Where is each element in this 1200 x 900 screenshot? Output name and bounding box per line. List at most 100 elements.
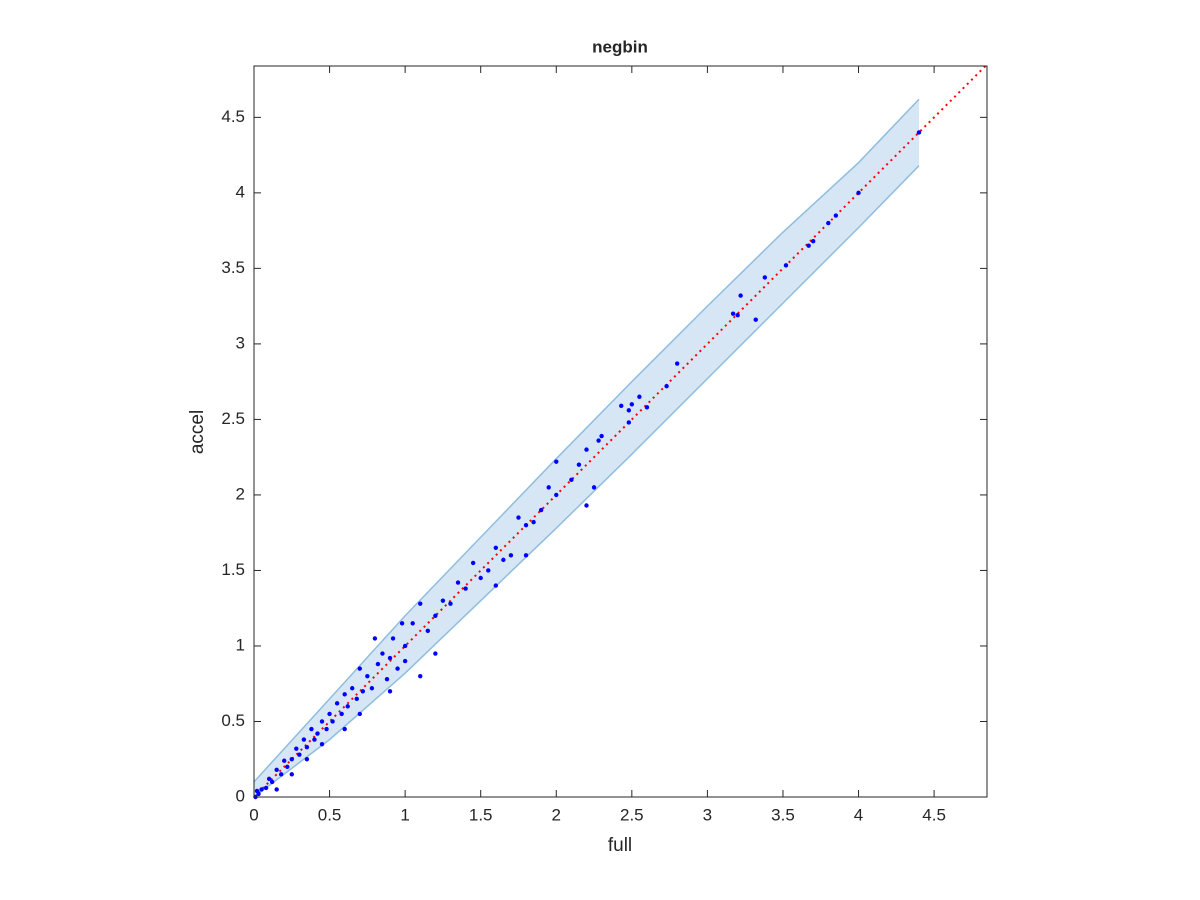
point — [360, 689, 366, 694]
point — [753, 317, 758, 322]
point — [826, 220, 831, 226]
point — [387, 655, 393, 661]
point — [304, 744, 310, 750]
point — [523, 553, 529, 558]
point — [297, 752, 302, 757]
point — [369, 686, 375, 691]
point — [357, 711, 362, 717]
y-tick-label: 2 — [236, 484, 245, 503]
point — [334, 701, 340, 706]
point — [584, 447, 589, 452]
point — [735, 313, 740, 318]
point — [569, 477, 574, 483]
point — [399, 621, 405, 626]
x-axis-label: full — [608, 835, 632, 856]
x-tick-label: 4 — [854, 805, 863, 824]
point — [596, 438, 601, 443]
point — [418, 601, 423, 606]
point — [330, 719, 335, 724]
point — [762, 275, 768, 280]
point — [365, 673, 370, 679]
y-tick-label: 0.5 — [221, 711, 245, 730]
point — [664, 383, 669, 389]
x-tick-label: 2.5 — [620, 805, 644, 824]
point — [738, 293, 743, 298]
point — [554, 492, 559, 498]
point — [626, 408, 632, 413]
y-tick-label: 1.5 — [221, 560, 245, 579]
plot-frame — [253, 65, 988, 798]
point — [440, 598, 446, 603]
point — [301, 737, 307, 742]
point — [730, 311, 736, 316]
point — [319, 741, 325, 747]
y-axis-label: accel — [187, 410, 208, 454]
point — [523, 522, 529, 528]
y-tick-label: 3.5 — [221, 258, 245, 277]
point — [810, 238, 816, 244]
point — [418, 673, 423, 679]
point — [516, 515, 521, 520]
band-edge — [253, 165, 920, 798]
y-tick-label: 0 — [236, 786, 245, 805]
x-tick-label: 2 — [552, 805, 561, 824]
point — [319, 719, 325, 724]
point — [806, 243, 811, 248]
point — [357, 666, 362, 671]
point — [501, 557, 506, 563]
point — [309, 726, 314, 732]
point — [546, 485, 551, 490]
y-tick-label: 4 — [236, 182, 245, 201]
point — [833, 213, 839, 218]
point — [380, 651, 385, 656]
point — [342, 692, 347, 697]
x-tick-label: 3.5 — [771, 805, 795, 824]
point — [274, 787, 279, 792]
x-tick-label: 4.5 — [922, 805, 946, 824]
point — [493, 545, 499, 550]
point — [269, 779, 275, 785]
point — [315, 731, 320, 736]
point — [916, 130, 922, 135]
point — [410, 621, 415, 626]
y-tick-label: 3 — [236, 333, 245, 352]
point — [372, 636, 378, 641]
y-tick-label: 1 — [236, 635, 245, 654]
point — [576, 462, 582, 467]
point — [644, 405, 650, 410]
point — [626, 420, 632, 425]
point — [493, 583, 499, 588]
chart-title: negbin — [592, 37, 648, 56]
point — [339, 711, 344, 717]
point — [350, 686, 355, 691]
point — [554, 459, 559, 464]
point — [619, 403, 624, 409]
point — [448, 601, 453, 606]
point — [531, 519, 536, 525]
point — [289, 757, 294, 762]
point — [433, 651, 438, 656]
point — [282, 758, 287, 763]
point — [327, 711, 332, 717]
x-tick-label: 0 — [249, 805, 258, 824]
point — [637, 394, 642, 399]
point — [289, 772, 294, 777]
point — [470, 560, 476, 566]
point — [285, 764, 290, 769]
point — [674, 361, 680, 366]
point — [455, 580, 461, 585]
point — [345, 704, 350, 709]
point — [599, 433, 604, 439]
y-tick-label: 4.5 — [221, 107, 245, 126]
point — [433, 613, 438, 618]
point — [274, 767, 279, 773]
y-tick-label: 2.5 — [221, 409, 245, 428]
x-tick-label: 3 — [703, 805, 712, 824]
point — [312, 737, 317, 742]
point — [783, 263, 789, 268]
point — [508, 553, 514, 558]
point — [478, 575, 483, 581]
point — [486, 568, 491, 573]
point — [591, 485, 597, 490]
